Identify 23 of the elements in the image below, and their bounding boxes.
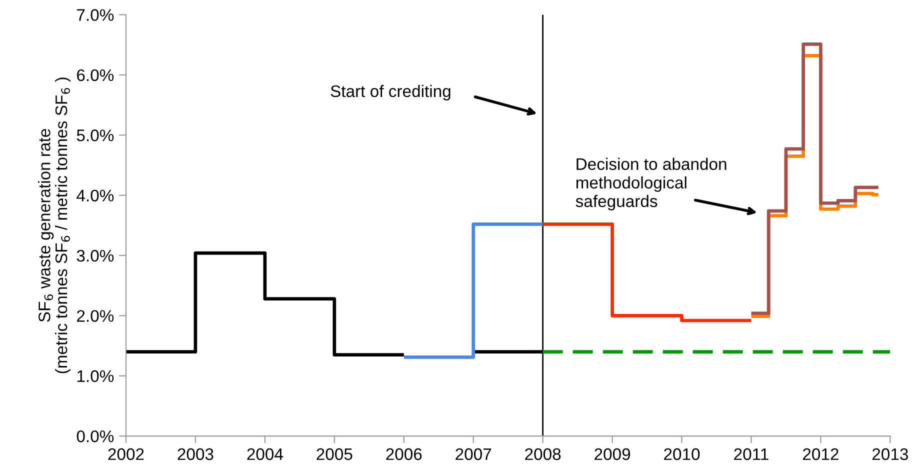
y-axis-title: SF$_{6}$ waste generation rate (metric tonnes SF$_{6}$ / metric tonnes SF$_{6}$ ) xyxy=(38,78,71,374)
x-tick-label: 2007 xyxy=(456,448,492,460)
y-tick-label: 7.0% xyxy=(77,9,114,21)
y-tick-label: 0.0% xyxy=(76,430,114,442)
x-tick-label: 2002 xyxy=(108,448,144,460)
annotation: Start of crediting xyxy=(330,84,450,100)
x-tick-label: 2008 xyxy=(525,448,561,460)
x-tick-label: 2012 xyxy=(803,448,838,460)
y-tick-label: 3.0% xyxy=(76,250,114,262)
x-tick-label: 2006 xyxy=(386,448,422,460)
annotation: Decision to abandon methodological safeguards xyxy=(576,158,726,210)
y-tick-label: 6.0% xyxy=(77,69,114,82)
y-tick-label: 4.0% xyxy=(76,190,114,202)
x-tick-label: 2005 xyxy=(316,448,352,460)
x-tick-label: 2011 xyxy=(734,448,768,460)
x-tick-label: 2009 xyxy=(594,448,630,460)
x-tick-label: 2013 xyxy=(872,448,908,460)
x-tick-label: 2004 xyxy=(247,448,283,460)
y-tick-label: 5.0% xyxy=(76,130,114,142)
x-tick-label: 2003 xyxy=(178,448,214,460)
y-tick-label: 1.0% xyxy=(77,370,114,382)
x-tick-label: 2010 xyxy=(664,448,700,460)
y-tick-label: 2.0% xyxy=(77,310,114,322)
